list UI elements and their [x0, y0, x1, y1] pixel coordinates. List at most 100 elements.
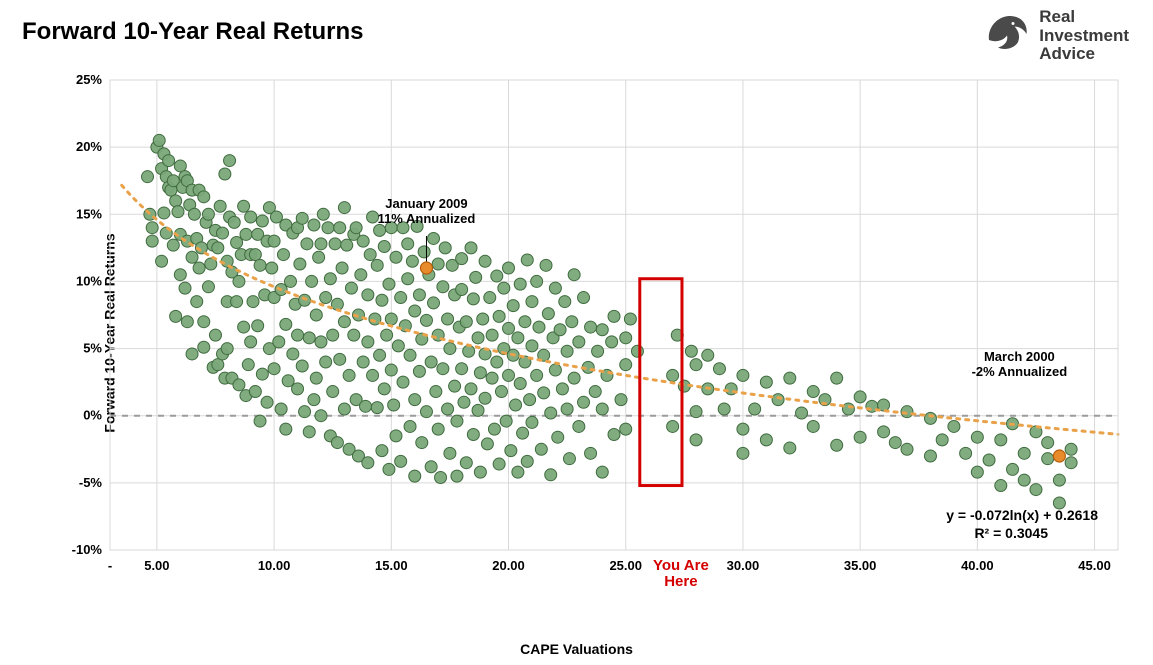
scatter-point: [245, 336, 257, 348]
scatter-point: [960, 447, 972, 459]
y-tick-label: 10%: [76, 273, 102, 288]
scatter-point: [514, 278, 526, 290]
scatter-point: [486, 329, 498, 341]
scatter-point: [526, 416, 538, 428]
x-tick-label: 15.00: [375, 558, 408, 573]
scatter-point: [467, 429, 479, 441]
scatter-point: [540, 259, 552, 271]
scatter-point: [273, 336, 285, 348]
scatter-point: [360, 400, 372, 412]
scatter-point: [760, 376, 772, 388]
scatter-point: [538, 387, 550, 399]
scatter-point: [545, 407, 557, 419]
scatter-point: [268, 235, 280, 247]
x-tick-label: 20.00: [492, 558, 525, 573]
scatter-point: [303, 332, 315, 344]
scatter-point: [202, 281, 214, 293]
scatter-point: [219, 168, 231, 180]
scatter-point: [578, 292, 590, 304]
scatter-point: [233, 379, 245, 391]
scatter-point: [233, 275, 245, 287]
scatter-point: [362, 336, 374, 348]
scatter-point: [324, 273, 336, 285]
scatter-point: [796, 407, 808, 419]
scatter-point: [238, 321, 250, 333]
scatter-point: [181, 316, 193, 328]
scatter-point: [364, 249, 376, 261]
scatter-point: [172, 206, 184, 218]
brand-line3: Advice: [1039, 45, 1129, 64]
scatter-point: [374, 224, 386, 236]
scatter-point: [303, 426, 315, 438]
scatter-point: [491, 356, 503, 368]
scatter-point: [331, 437, 343, 449]
scatter-point: [254, 415, 266, 427]
scatter-point: [308, 219, 320, 231]
scatter-point: [198, 316, 210, 328]
scatter-point: [924, 412, 936, 424]
scatter-point: [552, 431, 564, 443]
scatter-point: [1065, 443, 1077, 455]
scatter-point: [971, 431, 983, 443]
scatter-point: [310, 372, 322, 384]
scatter-point: [531, 369, 543, 381]
scatter-point: [1018, 474, 1030, 486]
scatter-point: [458, 396, 470, 408]
scatter-point: [186, 251, 198, 263]
x-tick-label: 30.00: [727, 558, 760, 573]
scatter-point: [784, 442, 796, 454]
scatter-point: [437, 281, 449, 293]
scatter-point: [404, 420, 416, 432]
scatter-point: [596, 324, 608, 336]
scatter-point: [420, 406, 432, 418]
scatter-point: [334, 222, 346, 234]
scatter-point: [831, 439, 843, 451]
plot-area: -5.0010.0015.0020.0025.0030.0035.0040.00…: [60, 70, 1130, 600]
scatter-point: [760, 434, 772, 446]
scatter-point: [212, 359, 224, 371]
scatter-point: [807, 420, 819, 432]
scatter-point: [498, 282, 510, 294]
scatter-point: [465, 383, 477, 395]
scatter-point: [488, 423, 500, 435]
scatter-point: [578, 396, 590, 408]
lion-logo-icon: [983, 10, 1031, 63]
scatter-point: [563, 453, 575, 465]
brand-line2: Investment: [1039, 27, 1129, 46]
scatter-point: [376, 445, 388, 457]
scatter-point: [395, 292, 407, 304]
scatter-point: [620, 359, 632, 371]
scatter-point: [343, 369, 355, 381]
scatter-point: [296, 212, 308, 224]
scatter-point: [512, 466, 524, 478]
scatter-point: [624, 313, 636, 325]
scatter-point: [381, 329, 393, 341]
scatter-point: [214, 200, 226, 212]
scatter-point: [287, 348, 299, 360]
scatter-point: [402, 273, 414, 285]
x-tick-label: 45.00: [1078, 558, 1111, 573]
scatter-point: [296, 360, 308, 372]
scatter-point: [995, 480, 1007, 492]
scatter-point: [521, 254, 533, 266]
scatter-point: [240, 228, 252, 240]
scatter-point: [568, 269, 580, 281]
brand-text: Real Investment Advice: [1039, 8, 1129, 64]
scatter-point: [292, 329, 304, 341]
annotation-text: March 2000: [984, 349, 1055, 364]
you-are-here-label: Here: [664, 573, 697, 590]
scatter-point: [549, 364, 561, 376]
scatter-point: [784, 372, 796, 384]
scatter-point: [1042, 453, 1054, 465]
scatter-point: [456, 363, 468, 375]
scatter-point: [146, 222, 158, 234]
scatter-point: [198, 191, 210, 203]
scatter-point: [163, 155, 175, 167]
y-tick-label: -5%: [79, 475, 103, 490]
scatter-point: [371, 402, 383, 414]
scatter-point: [1018, 447, 1030, 459]
scatter-point: [146, 235, 158, 247]
scatter-point: [451, 415, 463, 427]
scatter-point: [690, 406, 702, 418]
scatter-point: [266, 262, 278, 274]
